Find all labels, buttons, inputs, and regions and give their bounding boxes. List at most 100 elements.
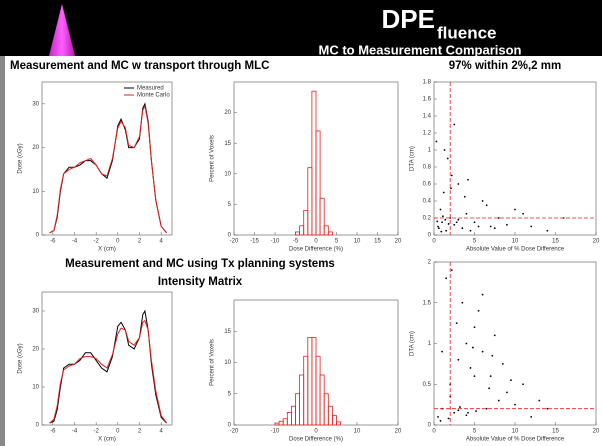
y-tick-label: 20 [32,347,39,353]
scatter-point [457,409,460,412]
scatter-point [488,387,490,390]
scatter-point [461,227,464,230]
y-axis-label: Dose (cGy) [18,143,24,173]
x-tick-label: -6 [50,239,56,245]
y-axis-label: Percent of Voxels [210,339,216,386]
scatter-point [475,410,478,413]
x-tick-label: -20 [230,239,239,245]
y-tick-label: 1.5 [423,300,432,306]
scatter-point [435,140,438,143]
x-tick-label: 0 [432,429,436,435]
scatter-point [497,217,500,219]
x-tick-label: 0 [432,239,436,245]
x-tick-label: -15 [250,239,259,245]
slide-subtitle: MC to Measurement Comparison [319,42,522,57]
y-tick-label: 0 [228,423,232,429]
y-tick-label: 20 [32,145,39,151]
scatter-point [457,358,460,361]
scatter-point [510,379,512,382]
y-tick-label: 0.6 [423,182,432,188]
x-tick-label: -2 [93,239,99,245]
scatter-point [506,391,508,394]
x-tick-label: -20 [230,429,239,435]
y-tick-label: 1.8 [423,80,432,86]
scatter-point [481,350,484,353]
x-axis-label: X (cm) [98,437,116,443]
y-axis-label: DTA (cm) [410,331,416,356]
scatter-point [459,406,461,408]
x-tick-label: -5 [293,239,299,245]
x-tick-label: 10 [354,429,361,435]
scatter-point [489,225,492,228]
scatter-point [441,221,443,224]
y-axis-label: Percent of Voxels [210,135,216,182]
y-tick-label: 10 [224,360,231,366]
line-series [49,319,167,424]
scatter-point [473,221,476,224]
slide-title: DPE [382,4,435,34]
scatter-point [465,212,468,215]
x-tick-label: 15 [374,239,381,245]
y-tick-label: 20 [224,110,231,116]
y-tick-label: 10 [224,171,231,177]
left-strip [0,56,5,446]
scatter-point [469,229,472,232]
x-tick-label: -10 [271,239,280,245]
caption: Intensity Matrix [158,276,243,288]
x-tick-label: 10 [354,239,361,245]
scatter-point [453,223,456,226]
x-tick-label: 20 [593,429,600,435]
x-tick-label: -6 [50,429,56,435]
x-tick-label: 0 [314,429,318,435]
scatter-point [439,420,442,422]
x-tick-label: 4 [159,429,163,435]
x-tick-label: 2 [138,239,142,245]
x-tick-label: -4 [72,239,78,245]
scatter-point [457,218,460,221]
caption: Measurement and MC w transport through M… [10,60,269,72]
scatter-point [467,178,469,181]
caption: 97% within 2%,2 mm [449,60,561,72]
x-axis-label: Absolute Value of % Dose Difference [466,437,565,443]
histogram-bar [331,415,337,426]
scatter-point [443,149,446,151]
histogram-bar [327,231,333,236]
y-tick-label: 0 [36,423,40,429]
y-tick-label: 10 [32,189,39,195]
x-tick-label: -4 [72,429,78,435]
scatter-point [485,204,488,207]
histogram-bar [319,197,325,236]
y-tick-label: 1.6 [423,97,432,103]
scatter-point [530,225,533,228]
y-tick-label: 0 [36,233,40,239]
y-tick-label: 5 [228,391,232,397]
scatter-point [437,227,440,230]
scatter-point [546,407,549,410]
scatter-point [489,375,492,377]
scatter-point [436,220,439,223]
scatter-point [465,414,468,417]
x-tick-label: 4 [159,239,163,245]
y-tick-label: 1 [428,148,432,154]
scatter-point [453,123,456,126]
scatter-point [522,383,524,386]
legend-label: Monte Carlo [137,93,170,99]
x-tick-label: 0 [314,239,318,245]
y-tick-label: 1 [428,341,432,347]
x-tick-label: 2 [138,429,142,435]
y-tick-label: 30 [32,309,39,315]
y-tick-label: 5 [228,202,232,208]
scatter-point [453,411,456,414]
y-tick-label: 0.4 [423,199,432,205]
scatter-point [522,212,524,215]
scatter-point [493,334,496,337]
x-tick-label: 20 [395,239,402,245]
scatter-point [473,375,476,377]
y-tick-label: 15 [224,141,231,147]
x-tick-label: 15 [552,429,559,435]
scatter-point [506,223,508,226]
y-axis-label: DTA (cm) [410,146,416,171]
x-axis-label: Absolute Value of % Dose Difference [466,247,565,253]
scatter-point [455,221,458,224]
